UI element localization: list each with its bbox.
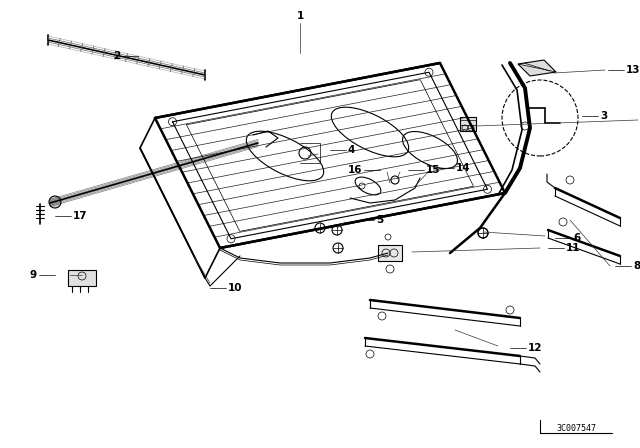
Text: 16: 16: [348, 165, 362, 175]
Text: 9: 9: [30, 270, 37, 280]
Text: 6: 6: [573, 233, 580, 243]
Bar: [460, 117, 476, 131]
Text: 10: 10: [228, 283, 243, 293]
Bar: [378, 245, 402, 261]
Text: 2: 2: [113, 51, 120, 61]
Text: 14: 14: [456, 163, 470, 173]
Text: 12: 12: [528, 343, 543, 353]
Circle shape: [49, 196, 61, 208]
Polygon shape: [518, 60, 556, 76]
Text: 17: 17: [73, 211, 88, 221]
Text: 1: 1: [296, 11, 303, 21]
Text: 5: 5: [376, 215, 383, 225]
Text: 8: 8: [633, 261, 640, 271]
Bar: [68, 270, 96, 286]
Text: 3: 3: [600, 111, 607, 121]
Text: 15: 15: [426, 165, 440, 175]
Text: 4: 4: [348, 145, 355, 155]
Text: 3C007547: 3C007547: [556, 423, 596, 432]
Text: 11: 11: [566, 243, 580, 253]
Text: 13: 13: [626, 65, 640, 75]
